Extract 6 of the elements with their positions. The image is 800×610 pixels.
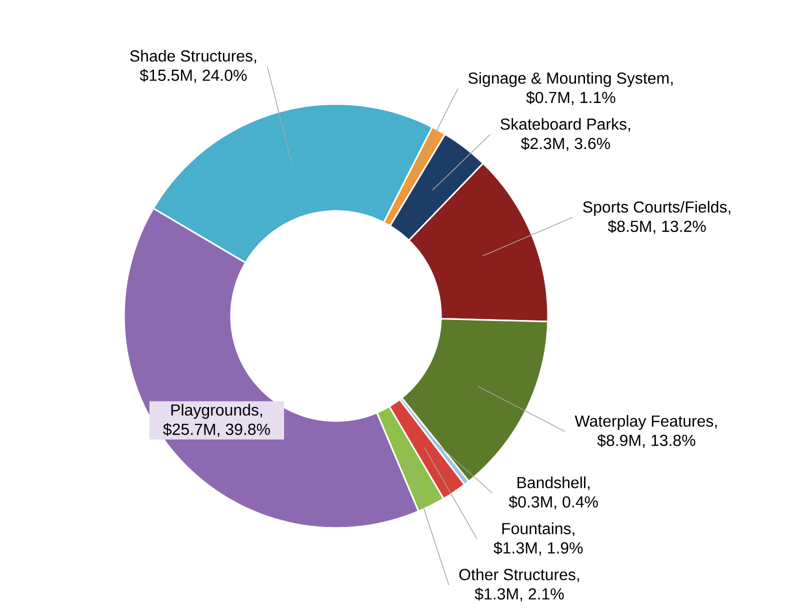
slice-label: Other Structures	[459, 568, 576, 580]
slice-label: Skateboard Parks	[500, 118, 626, 130]
slice-label: Sports Courts/Fields	[583, 200, 727, 216]
slice-label: Shade Structures	[130, 50, 252, 62]
slice-label: Fountains	[502, 522, 571, 534]
slice-label: Bandshell	[518, 476, 586, 488]
